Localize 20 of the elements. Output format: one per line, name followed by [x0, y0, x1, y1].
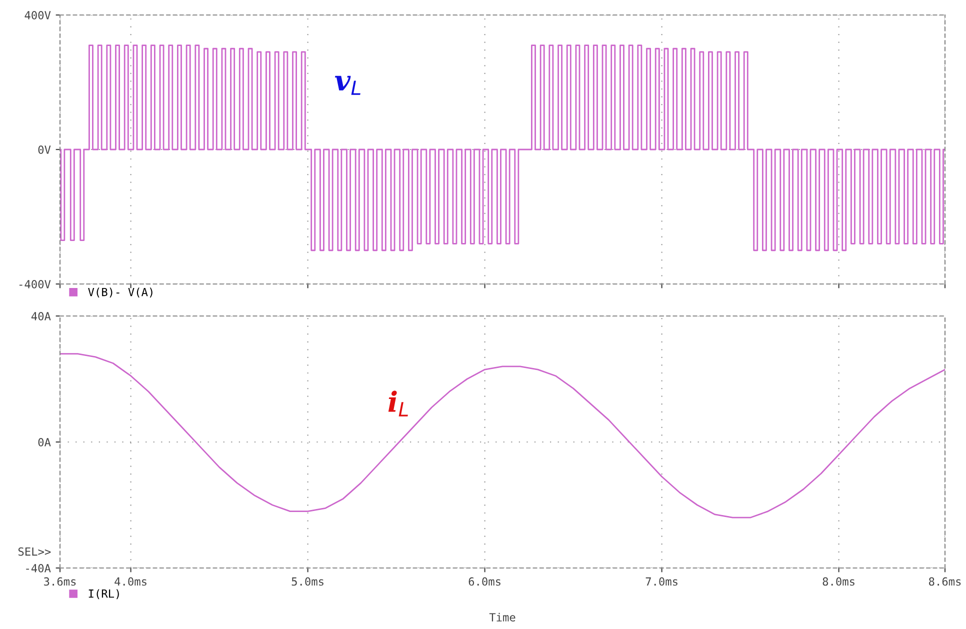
x-tick-label: 5.0ms — [292, 577, 324, 586]
x-tick-label: 3.6ms — [44, 577, 76, 586]
x-tick-label: 8.0ms — [822, 577, 854, 586]
legend-label: V(B)- V(A) — [88, 288, 152, 298]
y-tick-label: -40A — [26, 564, 51, 572]
annotation: v$_{L}$ — [334, 76, 360, 95]
y-tick-label: 40A — [31, 312, 51, 320]
y-tick-label: 0A — [38, 438, 51, 446]
x-tick-label: 8.6ms — [928, 577, 961, 586]
y-tick-label: 400V — [24, 11, 51, 20]
y-tick-label: 0V — [38, 146, 51, 154]
y-tick-label: -400V — [19, 280, 51, 288]
x-tick-label: 7.0ms — [646, 577, 678, 586]
x-tick-label: 4.0ms — [114, 577, 146, 586]
x-tick-label: 6.0ms — [468, 577, 500, 586]
line-series — [60, 353, 945, 518]
text: SEL>> — [18, 547, 51, 556]
x-axis-title: Time — [489, 612, 516, 622]
legend-label: I(RL) — [88, 589, 119, 600]
annotation: i$_{L}$ — [388, 390, 408, 416]
